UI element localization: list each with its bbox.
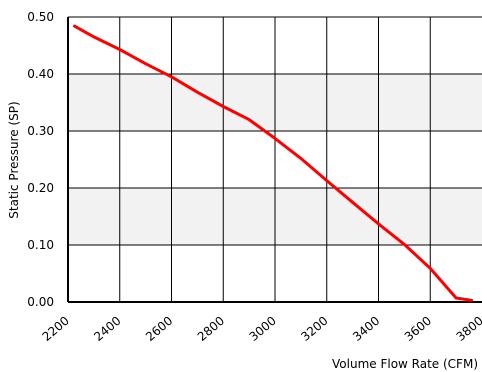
y-axis-title: Static Pressure (SP) <box>7 101 21 218</box>
y-tick-label: 0.30 <box>27 124 54 138</box>
x-tick-label: 2400 <box>91 314 123 344</box>
x-axis-title: Volume Flow Rate (CFM) <box>332 357 478 371</box>
y-tick-label: 0.20 <box>27 181 54 195</box>
y-tick-label: 0.40 <box>27 67 54 81</box>
x-tick-label: 3200 <box>298 314 330 344</box>
y-tick-label: 0.10 <box>27 238 54 252</box>
x-tick-label: 3400 <box>350 314 382 344</box>
x-axis-tick-labels: 2200 2400 2600 2800 3000 3200 3400 3600 3800 <box>40 314 482 344</box>
plot-axes <box>67 17 482 303</box>
x-tick-label: 3800 <box>454 314 482 344</box>
x-tick-label: 2800 <box>195 314 227 344</box>
y-axis-tick-labels: 0.00 0.10 0.20 0.30 0.40 0.50 <box>27 10 54 309</box>
plot-grid <box>68 16 482 302</box>
x-tick-label: 2200 <box>40 314 72 344</box>
series-line <box>73 24 474 302</box>
x-tick-label: 3600 <box>402 314 434 344</box>
x-tick-label: 2600 <box>143 314 175 344</box>
y-tick-label: 0.00 <box>27 295 54 309</box>
x-tick-label: 3000 <box>247 314 279 344</box>
series-layer <box>73 24 474 302</box>
y-tick-label: 0.50 <box>27 10 54 24</box>
